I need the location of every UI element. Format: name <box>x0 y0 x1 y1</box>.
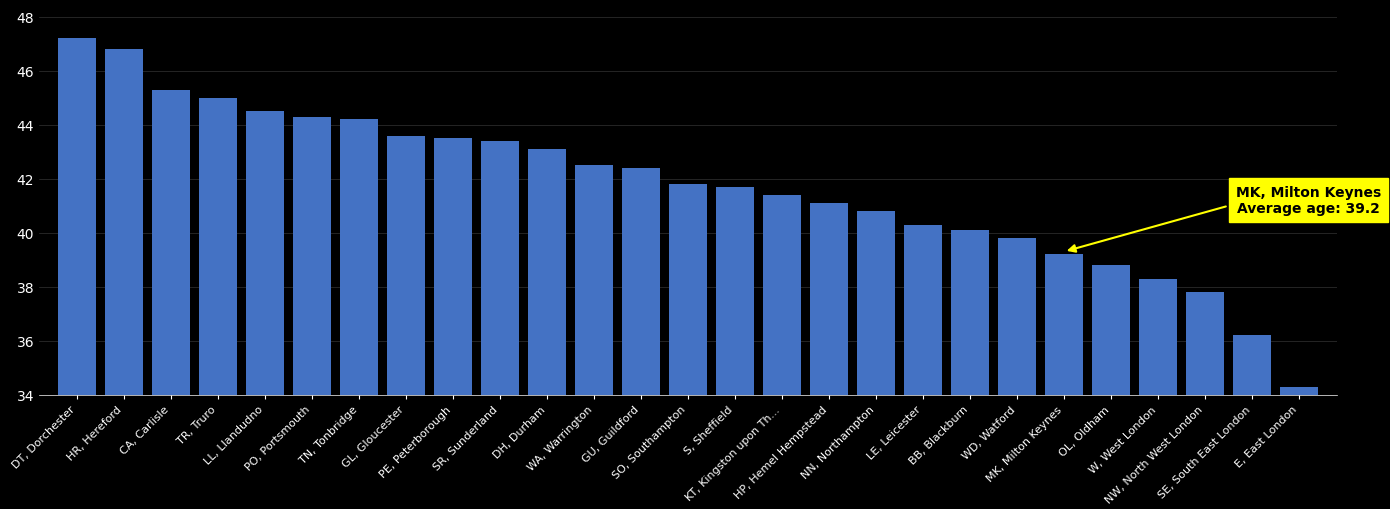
Bar <box>341 120 378 509</box>
Bar <box>293 118 331 509</box>
Bar <box>1186 293 1223 509</box>
Bar <box>58 39 96 509</box>
Bar <box>1280 387 1318 509</box>
Bar <box>528 150 566 509</box>
Bar <box>623 168 660 509</box>
Bar <box>386 136 424 509</box>
Bar <box>1140 279 1177 509</box>
Bar <box>716 187 753 509</box>
Bar <box>106 50 143 509</box>
Bar <box>481 142 518 509</box>
Bar <box>951 231 988 509</box>
Bar <box>434 139 471 509</box>
Bar <box>669 185 706 509</box>
Bar <box>1233 336 1270 509</box>
Bar <box>1045 255 1083 509</box>
Bar <box>810 204 848 509</box>
Bar <box>152 91 189 509</box>
Bar <box>858 212 895 509</box>
Text: MK, Milton Keynes
Average age: 39.2: MK, Milton Keynes Average age: 39.2 <box>1236 186 1382 216</box>
Bar <box>575 166 613 509</box>
Bar <box>904 225 942 509</box>
Bar <box>199 99 236 509</box>
Bar <box>1093 266 1130 509</box>
Bar <box>246 112 284 509</box>
Bar <box>998 239 1036 509</box>
Bar <box>763 195 801 509</box>
